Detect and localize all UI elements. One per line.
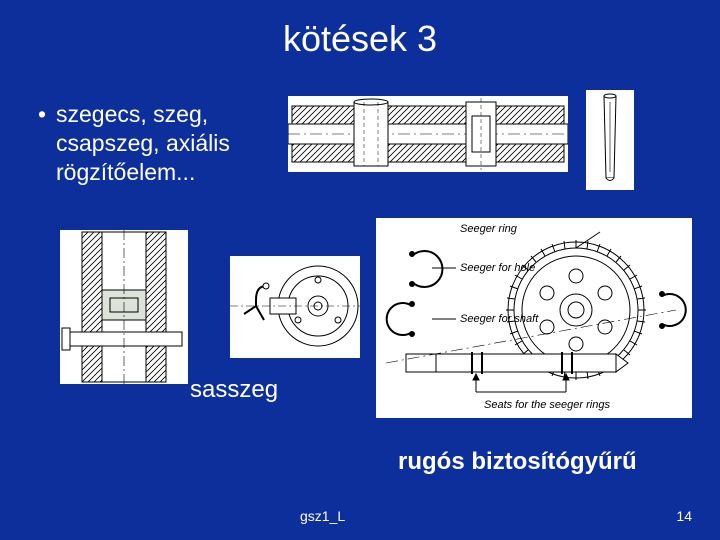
figure-split-pin-boss — [230, 256, 360, 358]
slide-title: kötések 3 — [0, 0, 720, 60]
figure-seeger-assembly: Seeger ring Seeger for hole Seeger for s… — [376, 218, 692, 418]
label-rugos: rugós biztosítógyűrű — [398, 448, 637, 476]
figure-cotter-section — [60, 230, 188, 384]
bullet-text: szegecs, szeg, csapszeg, axiális rögzítő… — [56, 100, 288, 186]
label-seeger-seats: Seats for the seeger rings — [484, 399, 610, 411]
bullet-dot: • — [38, 100, 56, 186]
figure-taper-pin — [586, 90, 634, 190]
label-sasszeg: sasszeg — [190, 376, 278, 404]
label-seeger-ring: Seeger ring — [460, 223, 518, 235]
footer-code: gsz1_L — [300, 508, 345, 524]
bullet-list: • szegecs, szeg, csapszeg, axiális rögzí… — [38, 100, 288, 186]
label-seeger-hole: Seeger for hole — [460, 262, 535, 274]
label-seeger-shaft: Seeger for shaft — [460, 313, 539, 325]
figure-shaft-rivet — [288, 96, 568, 172]
slide-number: 14 — [676, 508, 692, 524]
